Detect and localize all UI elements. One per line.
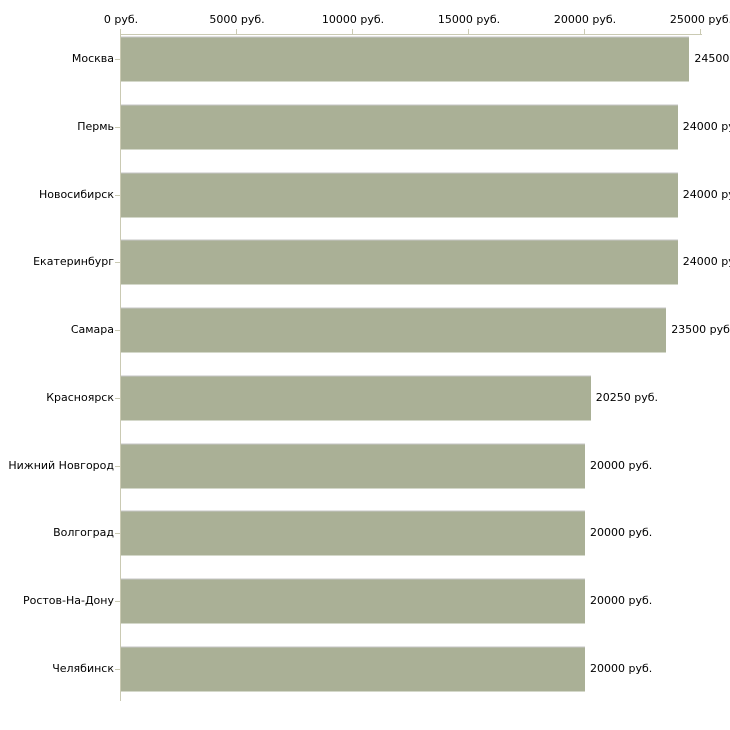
x-axis-tick-label: 25000 руб. <box>669 13 730 26</box>
category-label: Челябинск <box>52 662 114 675</box>
bar-row: Москва 24500 руб. <box>0 25 730 93</box>
x-axis-tick-label: 20000 руб. <box>553 13 617 26</box>
x-axis-tick-mark <box>584 29 585 34</box>
bar-row: Екатеринбург 24000 руб. <box>0 228 730 296</box>
category-tick-mark <box>115 262 120 264</box>
value-label: 20250 руб. <box>595 390 659 404</box>
bar <box>121 172 678 218</box>
category-label: Волгоград <box>53 526 114 540</box>
category-tick-mark <box>115 601 120 603</box>
value-label: 20000 руб. <box>590 458 653 472</box>
category-tick-mark <box>115 330 120 332</box>
category-tick-mark <box>115 397 120 399</box>
bar-row: Новосибирск 24000 руб. <box>0 161 730 229</box>
x-axis-tick-mark <box>236 29 237 34</box>
bar-row: Челябинск 20000 руб. <box>0 635 730 703</box>
x-axis-tick-label: 15000 руб. <box>437 13 501 26</box>
category-label: Красноярск <box>46 390 114 404</box>
category-label: Москва <box>71 51 114 65</box>
value-label: 24000 руб. <box>682 255 730 269</box>
x-axis-tick-mark <box>468 29 469 34</box>
category-label: Ростов-На-Дону <box>22 594 114 608</box>
bar <box>121 578 585 624</box>
bar-row: Самара 23500 руб. <box>0 296 730 364</box>
value-label: 23500 руб. <box>671 323 730 337</box>
value-label: 24000 руб. <box>682 119 730 133</box>
bar-row: Нижний Новгород 20000 руб. <box>0 432 730 500</box>
bar-row: Волгоград 20000 руб. <box>0 500 730 568</box>
x-axis-tick-label: 10000 руб. <box>321 13 385 26</box>
value-label: 24500 руб. <box>694 51 730 65</box>
value-label: 20000 руб. <box>590 594 653 608</box>
y-axis-line <box>120 34 121 701</box>
x-axis-tick-label: 0 руб. <box>103 13 139 26</box>
bar-row: Ростов-На-Дону 20000 руб. <box>0 567 730 635</box>
category-label: Нижний Новгород <box>8 458 114 472</box>
value-label: 24000 руб. <box>682 187 730 201</box>
bar <box>121 239 678 285</box>
category-tick-mark <box>115 533 120 535</box>
bar <box>121 375 591 421</box>
bar <box>121 443 585 489</box>
bar <box>121 646 585 692</box>
category-label: Новосибирск <box>38 187 114 201</box>
category-label: Екатеринбург <box>33 255 114 269</box>
category-tick-mark <box>115 58 120 60</box>
bar <box>121 104 678 150</box>
category-tick-mark <box>115 669 120 670</box>
bar <box>121 510 585 556</box>
bar-row: Красноярск 20250 руб. <box>0 364 730 432</box>
x-axis-line <box>120 34 702 35</box>
category-label: Самара <box>70 323 114 337</box>
x-axis-tick-mark <box>700 29 701 34</box>
bar <box>121 307 667 353</box>
value-label: 20000 руб. <box>590 526 653 540</box>
x-axis-tick-mark <box>120 29 121 34</box>
category-tick-mark <box>115 126 120 128</box>
category-tick-mark <box>115 465 120 467</box>
bar <box>121 36 690 82</box>
bar-row: Пермь 24000 руб. <box>0 93 730 161</box>
value-label: 20000 руб. <box>590 662 653 675</box>
x-axis-tick-label: 5000 руб. <box>209 13 265 26</box>
category-tick-mark <box>115 194 120 196</box>
category-label: Пермь <box>77 119 114 133</box>
x-axis-tick-mark <box>352 29 353 34</box>
